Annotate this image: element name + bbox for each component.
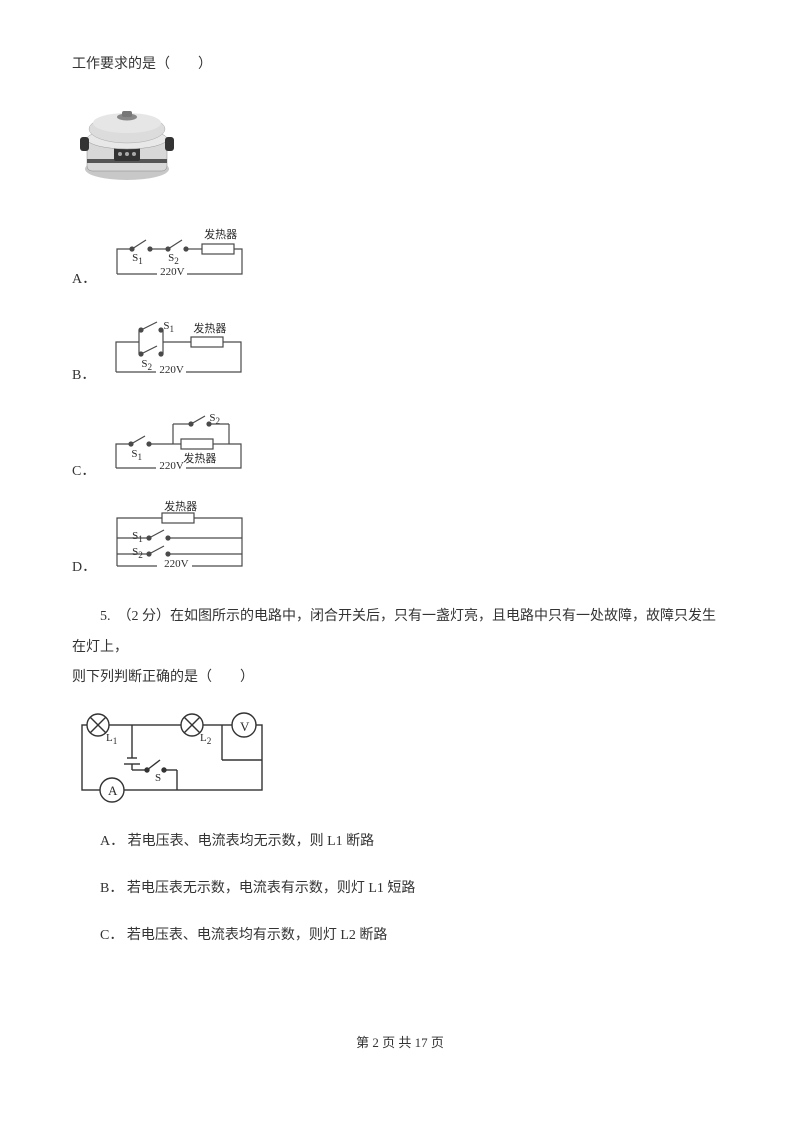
option-c-row: C． xyxy=(72,406,728,484)
circuit-a: S1 S2 发热器 220V xyxy=(102,214,257,292)
option-d-row: D． xyxy=(72,502,728,580)
page-footer: 第 2 页 共 17 页 xyxy=(72,1032,728,1051)
q5-circuit: L1 S L2 V A xyxy=(72,710,272,805)
circuit-b: S1 S2 发热器 220V xyxy=(101,310,256,388)
circuit-c: S1 S2 发热器 220V xyxy=(101,406,256,484)
option-c-label: C． xyxy=(72,460,95,484)
circuit-d: S1 S2 发热器 220V xyxy=(102,502,257,580)
q5-option-a: A． 若电压表、电流表均无示数，则 L1 断路 xyxy=(72,827,728,858)
option-d-label: D． xyxy=(72,556,96,580)
rice-cooker-image xyxy=(72,97,728,192)
option-a-row: A． S1 S2 发热器 xyxy=(72,214,728,292)
q5-stem-line2: 则下列判断正确的是（ ） xyxy=(72,663,728,694)
q5-option-b: B． 若电压表无示数，电流表有示数，则灯 L1 短路 xyxy=(72,874,728,905)
q4-stem: 工作要求的是（ ） xyxy=(72,50,728,81)
option-a-label: A． xyxy=(72,268,96,292)
q5-option-c: C． 若电压表、电流表均有示数，则灯 L2 断路 xyxy=(72,921,728,952)
option-b-label: B． xyxy=(72,364,95,388)
option-b-row: B． S1 S2 xyxy=(72,310,728,388)
q5-stem-line1: 5. （2 分）在如图所示的电路中，闭合开关后，只有一盏灯亮，且电路中只有一处故… xyxy=(72,602,728,664)
